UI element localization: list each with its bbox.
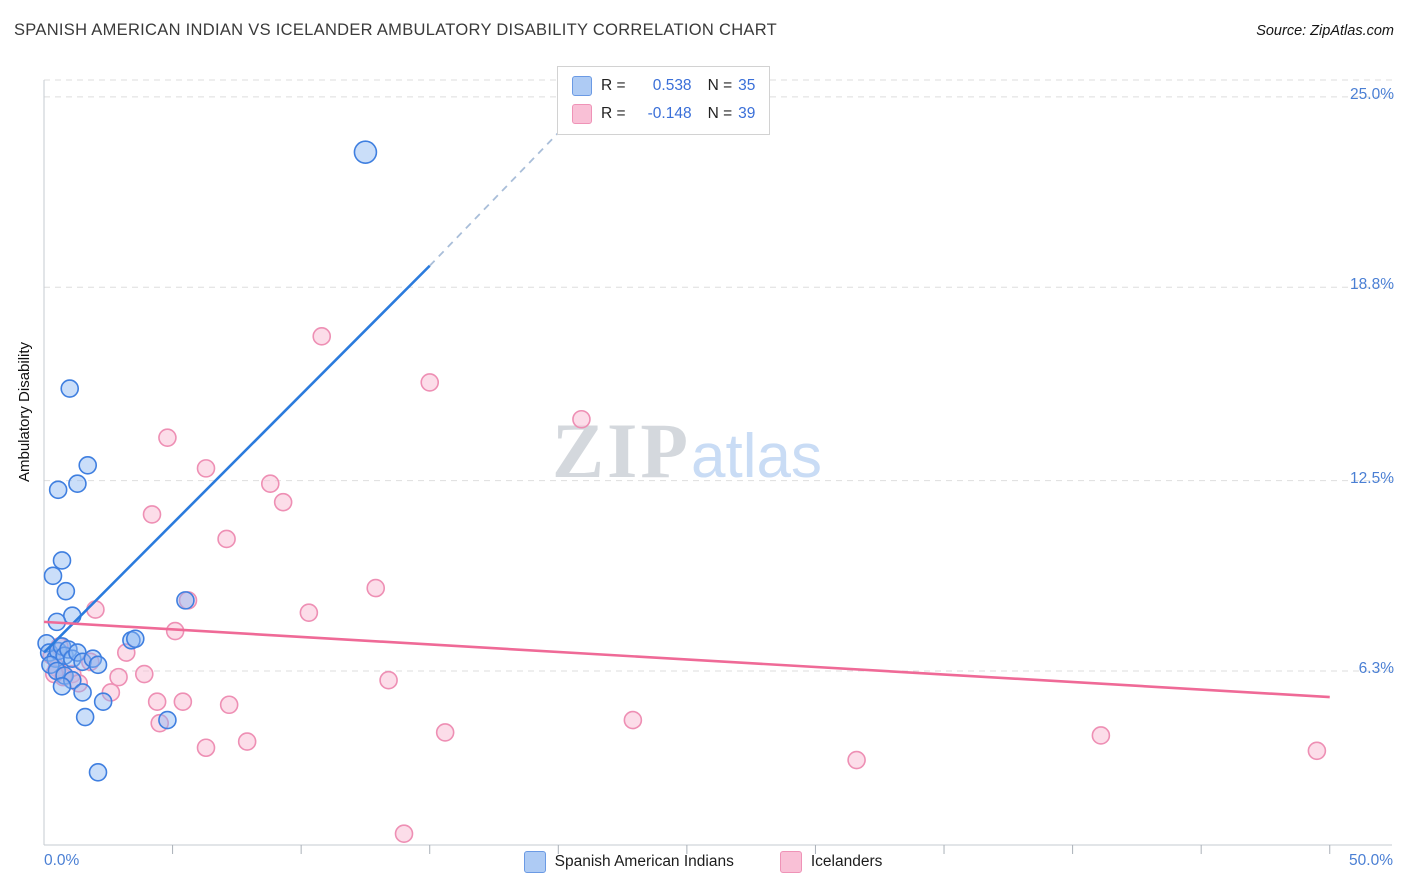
scatter-point-icelander (109, 667, 128, 687)
legend-swatch-pink-icon (779, 851, 802, 873)
scatter-point-icelander (173, 692, 193, 711)
scatter-point-spanish-american-indian (93, 692, 113, 711)
n-value: 39 (738, 105, 756, 122)
scatter-point-icelander (1307, 741, 1327, 761)
scatter-point-icelander (572, 409, 591, 429)
scatter-point-icelander (1091, 726, 1111, 745)
scatter-point-icelander (623, 710, 643, 730)
y-tick-label: 12.5% (1350, 469, 1394, 487)
scatter-point-icelander (366, 578, 386, 598)
r-value: 0.538 (652, 77, 692, 94)
scatter-point-spanish-american-indian (52, 551, 72, 570)
scatter-point-spanish-american-indian (56, 581, 76, 601)
scatter-point-icelander (273, 492, 293, 512)
scatter-point-icelander (435, 723, 455, 742)
scatter-point-icelander (196, 738, 216, 758)
scatter-point-icelander (847, 750, 866, 770)
legend-swatch-blue-icon (523, 851, 546, 873)
scatter-point-spanish-american-indian (60, 379, 80, 398)
scatter-point-icelander (134, 664, 154, 684)
trendline-spanish-american-indians (43, 264, 431, 654)
scatter-point-spanish-american-indian (75, 707, 95, 727)
trendline-icelanders (43, 620, 1330, 699)
x-axis-max-label: 50.0% (1349, 852, 1393, 869)
scatter-point-icelander (219, 695, 239, 715)
legend-item-icelanders: Icelanders (779, 851, 883, 873)
scatter-point-spanish-american-indian (88, 762, 108, 782)
r-label: R = (601, 105, 626, 122)
stats-row-icelanders: R = -0.148 N = 39 (572, 104, 755, 124)
scatter-point-icelander (237, 732, 257, 751)
legend-swatch-blue-icon (572, 76, 592, 96)
n-value: 35 (738, 77, 756, 94)
legend-label: Spanish American Indians (554, 853, 734, 870)
watermark: ZIPatlas (552, 412, 822, 490)
source-attribution: Source: ZipAtlas.com (1256, 23, 1394, 39)
scatter-point-icelander (260, 474, 280, 494)
n-label: N = (707, 105, 733, 122)
y-tick-label: 25.0% (1350, 85, 1394, 103)
trendline-extension-dashed (429, 116, 575, 267)
scatter-point-icelander (217, 529, 236, 549)
scatter-point-spanish-american-indian (125, 629, 145, 649)
scatter-point-icelander (147, 692, 167, 711)
scatter-point-spanish-american-indian (43, 566, 63, 586)
scatter-point-icelander (142, 505, 162, 524)
scatter-point-spanish-american-indian (158, 710, 177, 730)
stats-row-spanish-american-indians: R = 0.538 N = 35 (572, 76, 755, 96)
bottom-legend: Spanish American Indians Icelanders (0, 851, 1406, 873)
scatter-point-icelander (158, 428, 177, 447)
scatter-point-spanish-american-indian (73, 683, 92, 702)
scatter-point-icelander (379, 670, 398, 690)
scatter-point-spanish-american-indian (88, 655, 108, 675)
scatter-point-spanish-american-indian (52, 677, 72, 696)
scatter-point-spanish-american-indian (62, 670, 82, 690)
n-label: N = (707, 77, 733, 94)
legend-item-spanish-american-indians: Spanish American Indians (523, 851, 734, 873)
scatter-point-icelander (394, 824, 414, 844)
scatter-point-icelander (420, 373, 440, 392)
scatter-point-icelander (86, 600, 105, 619)
scatter-point-spanish-american-indian (68, 474, 87, 494)
scatter-point-icelander (312, 327, 332, 346)
legend-label: Icelanders (810, 853, 883, 870)
scatter-point-spanish-american-indian (62, 606, 82, 626)
scatter-point-icelander (196, 459, 216, 478)
stats-box: R = 0.538 N = 35 R = -0.148 N = 39 (557, 66, 771, 135)
scatter-point-icelander (299, 603, 319, 622)
chart-title: SPANISH AMERICAN INDIAN VS ICELANDER AMB… (14, 21, 778, 39)
y-tick-label: 18.8% (1350, 276, 1394, 294)
scatter-point-spanish-american-indian (353, 140, 378, 164)
legend-swatch-pink-icon (572, 104, 592, 124)
scatter-point-spanish-american-indian (176, 591, 195, 610)
watermark-atlas: atlas (691, 422, 822, 491)
r-value: -0.148 (647, 105, 692, 122)
scatter-point-spanish-american-indian (73, 652, 92, 672)
scatter-point-spanish-american-indian (78, 455, 98, 475)
scatter-point-spanish-american-indian (48, 480, 68, 500)
y-tick-label: 6.3% (1358, 659, 1394, 677)
r-label: R = (601, 77, 626, 94)
y-axis-title: Ambulatory Disability (16, 341, 33, 482)
x-axis-min-label: 0.0% (44, 852, 80, 869)
